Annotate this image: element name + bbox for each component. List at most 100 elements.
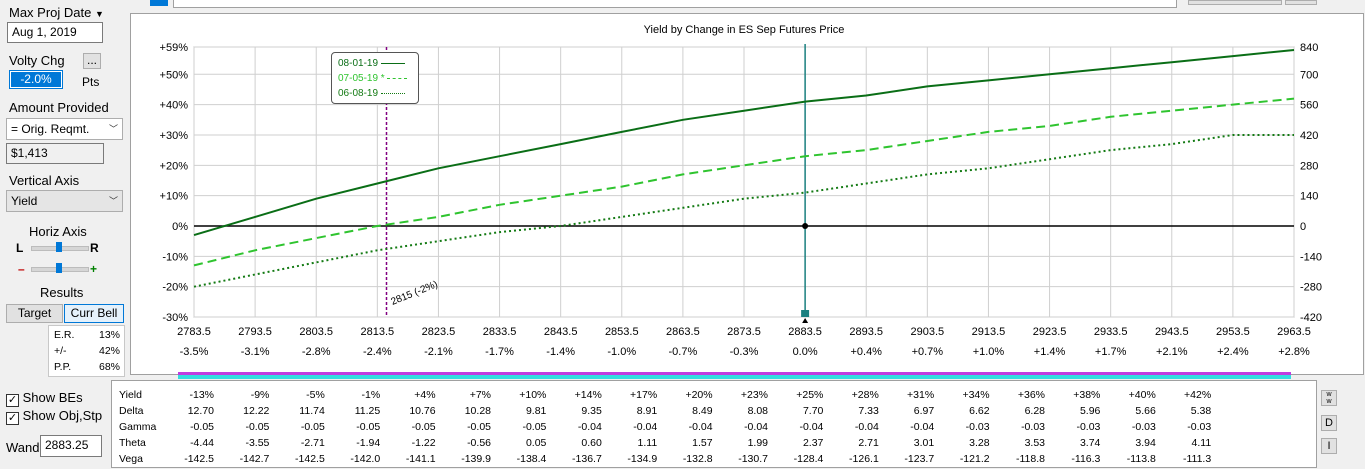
checkbox-checked-icon: ✓ [6,412,19,425]
horiz-axis-label: Horiz Axis [29,224,87,239]
target-button[interactable]: Target [6,304,63,323]
curr-bell-button[interactable]: Curr Bell [64,304,124,323]
current-price-arrow [802,318,809,323]
max-proj-date-label[interactable]: Max Proj Date ▼ [9,5,104,20]
top-button-b[interactable] [1285,0,1317,5]
table-cell: -1% [361,389,381,401]
table-cell: +17% [630,389,658,401]
x-tick-label: 2873.5 [727,326,761,338]
vertical-axis-option: Yield [11,194,38,208]
y-tick-label: -20% [162,282,188,294]
table-row-label: Gamma [119,421,157,433]
table-cell: -0.04 [688,421,713,433]
volty-unit: Pts [82,75,100,89]
x-tick-label: 2783.5 [177,326,211,338]
legend-entry-solid: 08-01-19 [338,58,405,69]
show-bes-checkbox[interactable]: ✓ Show BEs [6,390,83,407]
volty-more-button[interactable]: ... [83,53,101,69]
x-tick-label: 2843.5 [544,326,578,338]
horiz-axis-slider-thumb[interactable] [56,242,62,252]
table-cell: -0.04 [910,421,935,433]
stat-value: 42% [98,345,120,357]
table-cell: +40% [1128,389,1156,401]
table-cell: -0.04 [744,421,768,433]
y2-tick-label: -280 [1300,282,1322,294]
y2-tick-label: 280 [1300,160,1318,172]
table-cell: +28% [851,389,879,401]
x-pct-label: -0.7% [669,346,698,358]
legend-entry-dashed: 07-05-19 * [338,73,408,84]
x-pct-label: -3.5% [180,346,209,358]
x-pct-label: -2.1% [424,346,453,358]
i-button[interactable]: I [1321,438,1337,454]
table-cell: -141.1 [405,453,436,465]
zoom-slider-thumb[interactable] [56,263,62,273]
x-tick-label: 2823.5 [422,326,456,338]
table-cell: 3.53 [1024,437,1045,449]
table-cell: -0.05 [245,421,270,433]
table-cell: -1.22 [411,437,436,449]
y-tick-label: -30% [162,312,188,324]
table-cell: 2.71 [858,437,879,449]
table-cell: -0.05 [522,421,547,433]
top-button-a[interactable] [1188,0,1282,5]
table-cell: -0.05 [467,421,491,433]
table-cell: +10% [519,389,547,401]
volty-chg-value: -2.0% [11,72,61,87]
top-input-strip[interactable] [173,0,1177,8]
table-cell: 0.05 [525,437,547,449]
y-tick-label: +40% [160,100,189,112]
x-pct-label: -2.8% [302,346,331,358]
y2-tick-label: 140 [1300,191,1318,203]
max-proj-date-field[interactable]: Aug 1, 2019 [7,22,103,43]
y-tick-label: +30% [160,130,189,142]
table-cell: 3.28 [969,437,990,449]
show-obj-stp-checkbox[interactable]: ✓ Show Obj,Stp [6,408,103,425]
amount-provided-select[interactable]: = Orig. Reqmt. ﹀ [6,118,123,140]
x-pct-label: +2.1% [1156,346,1188,358]
results-stats: E.R. 13% +/- 42% P.P. 68% [48,325,125,377]
table-cell: +25% [796,389,824,401]
wand-field[interactable]: 2883.25 [40,435,102,457]
table-cell: -0.05 [411,421,436,433]
table-cell: 9.81 [525,405,547,417]
x-pct-label: +1.4% [1034,346,1066,358]
yield-chart[interactable]: Yield by Change in ES Sep Futures Price 2… [130,13,1364,375]
x-pct-label: +0.7% [912,346,944,358]
x-tick-label: 2793.5 [238,326,272,338]
chart-title: Yield by Change in ES Sep Futures Price [644,24,845,36]
table-cell: +38% [1073,389,1101,401]
x-tick-label: 2913.5 [972,326,1006,338]
y2-tick-label: -140 [1300,251,1322,263]
table-cell: 6.97 [913,405,935,417]
table-cell: -0.04 [633,421,658,433]
slider-left-label: L [16,241,24,255]
volty-chg-field[interactable]: -2.0% [9,70,63,89]
table-cell: 11.25 [354,405,381,417]
current-price-marker [801,310,810,317]
slider-plus-label: + [90,262,98,276]
table-cell: 8.91 [636,405,658,417]
table-cell: -0.03 [1131,421,1156,433]
vertical-axis-label: Vertical Axis [9,173,80,188]
vertical-axis-select[interactable]: Yield ﹀ [6,190,123,212]
table-cell: -142.7 [239,453,270,465]
table-cell: +4% [414,389,436,401]
table-cell: 1.57 [692,437,713,449]
table-cell: 6.62 [969,405,990,417]
x-tick-label: 2853.5 [605,326,639,338]
stat-label: +/- [54,345,67,357]
y-tick-label: +10% [160,191,189,203]
table-cell: -138.4 [516,453,547,465]
table-cell: 8.49 [692,405,713,417]
d-button[interactable]: D [1321,415,1337,431]
table-cell: -130.7 [738,453,768,465]
checkbox-checked-icon: ✓ [6,394,19,407]
table-cell: -142.5 [295,453,325,465]
top-scroll-thumb[interactable] [150,0,168,6]
x-tick-label: 2863.5 [666,326,700,338]
table-cell: -116.3 [1071,453,1101,465]
table-row-label: Vega [119,453,143,465]
x-pct-label: +1.0% [973,346,1005,358]
